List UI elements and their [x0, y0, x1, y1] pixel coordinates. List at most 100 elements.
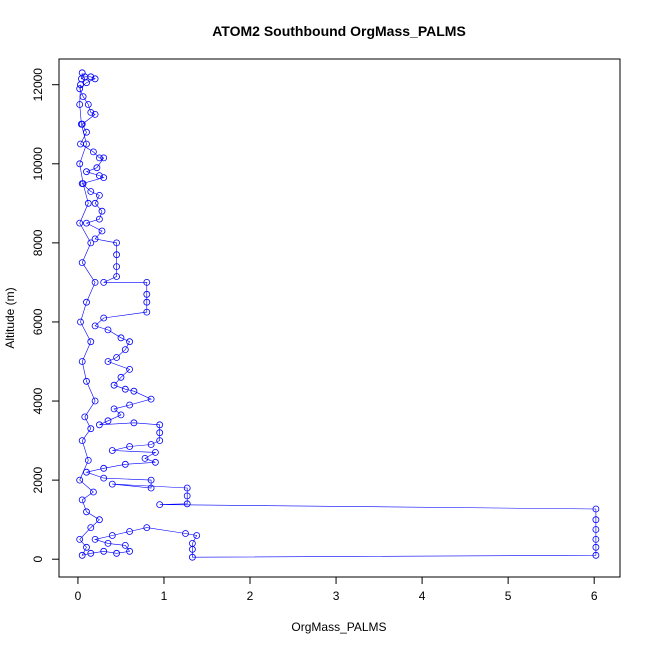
data-point	[100, 314, 108, 322]
data-point	[87, 425, 95, 433]
data-point	[104, 358, 112, 365]
data-point	[81, 413, 89, 421]
data-point	[143, 290, 151, 298]
data-point	[108, 532, 116, 539]
data-point	[90, 148, 97, 156]
data-point	[147, 395, 155, 403]
data-point	[93, 164, 101, 172]
data-point	[91, 199, 99, 207]
data-point	[143, 298, 151, 306]
data-point	[77, 318, 84, 326]
data-point	[83, 219, 90, 227]
data-point	[100, 154, 108, 162]
data-point	[78, 437, 86, 445]
data-point	[126, 528, 134, 535]
data-point	[96, 154, 103, 162]
data-point	[126, 443, 134, 450]
data-point	[84, 101, 92, 108]
data-point	[193, 532, 201, 539]
data-point	[110, 405, 118, 413]
data-point	[104, 540, 112, 547]
data-point	[113, 549, 120, 557]
data-point	[113, 239, 120, 247]
data-point	[156, 421, 164, 429]
y-tick-label: 4000	[31, 387, 45, 414]
data-point	[76, 219, 84, 227]
data-point	[84, 456, 92, 464]
data-point	[91, 278, 99, 286]
data-point	[77, 81, 84, 89]
chart-title: ATOM2 Southbound OrgMass_PALMS	[212, 23, 466, 39]
data-point	[183, 500, 191, 508]
data-point	[83, 79, 90, 87]
data-point	[87, 524, 95, 531]
data-point	[126, 338, 134, 346]
data-point	[91, 322, 99, 330]
data-point	[84, 199, 92, 207]
data-point	[117, 334, 125, 342]
data-point	[108, 447, 116, 454]
data-point	[91, 235, 99, 243]
y-tick-label: 10000	[31, 147, 45, 181]
data-point	[183, 484, 191, 492]
data-point	[87, 188, 95, 195]
series-line	[79, 72, 597, 558]
data-point	[151, 458, 159, 466]
data-point	[83, 140, 90, 148]
data-point	[96, 421, 103, 429]
data-point	[78, 496, 86, 504]
data-point	[100, 174, 108, 182]
data-point	[143, 308, 151, 316]
data-point	[108, 480, 116, 488]
data-point	[79, 180, 87, 188]
data-point	[117, 411, 125, 419]
x-axis: 0 1 2 3 4 5 6	[75, 576, 598, 603]
x-tick-label: 5	[505, 589, 512, 603]
data-point	[141, 454, 149, 462]
data-point	[113, 273, 120, 280]
data-point	[76, 101, 84, 108]
data-point	[121, 346, 129, 354]
data-point	[188, 553, 196, 561]
data-point	[100, 278, 108, 286]
data-point	[100, 464, 108, 472]
data-point	[143, 278, 151, 286]
data-point	[91, 397, 99, 405]
data-point	[188, 540, 196, 547]
data-point	[592, 526, 600, 533]
data-point	[100, 547, 108, 555]
data-point	[130, 387, 138, 395]
data-point	[76, 536, 84, 543]
data-point	[83, 543, 90, 551]
data-point	[121, 385, 129, 393]
y-tick-label: 0	[31, 556, 45, 563]
data-point	[121, 542, 129, 549]
data-point	[117, 373, 125, 381]
data-point	[592, 536, 600, 543]
x-tick-label: 1	[161, 589, 168, 603]
data-point	[182, 530, 189, 537]
data-point	[104, 326, 112, 334]
x-tick-label: 6	[591, 589, 598, 603]
data-point	[79, 93, 87, 100]
data-point	[592, 551, 600, 559]
data-point	[126, 547, 134, 555]
data-point	[78, 259, 86, 267]
data-point	[91, 75, 99, 83]
data-point	[121, 460, 129, 468]
data-point	[83, 508, 90, 516]
data-point	[98, 207, 106, 215]
data-point	[147, 441, 155, 448]
data-point	[147, 484, 155, 492]
data-point	[91, 111, 99, 118]
data-point	[96, 215, 103, 223]
data-point	[156, 429, 164, 437]
data-point	[104, 417, 112, 425]
data-point	[78, 120, 85, 128]
x-tick-label: 4	[419, 589, 426, 603]
y-tick-label: 2000	[31, 466, 45, 493]
x-tick-label: 0	[75, 589, 82, 603]
data-point	[126, 365, 134, 373]
data-point	[87, 109, 95, 116]
